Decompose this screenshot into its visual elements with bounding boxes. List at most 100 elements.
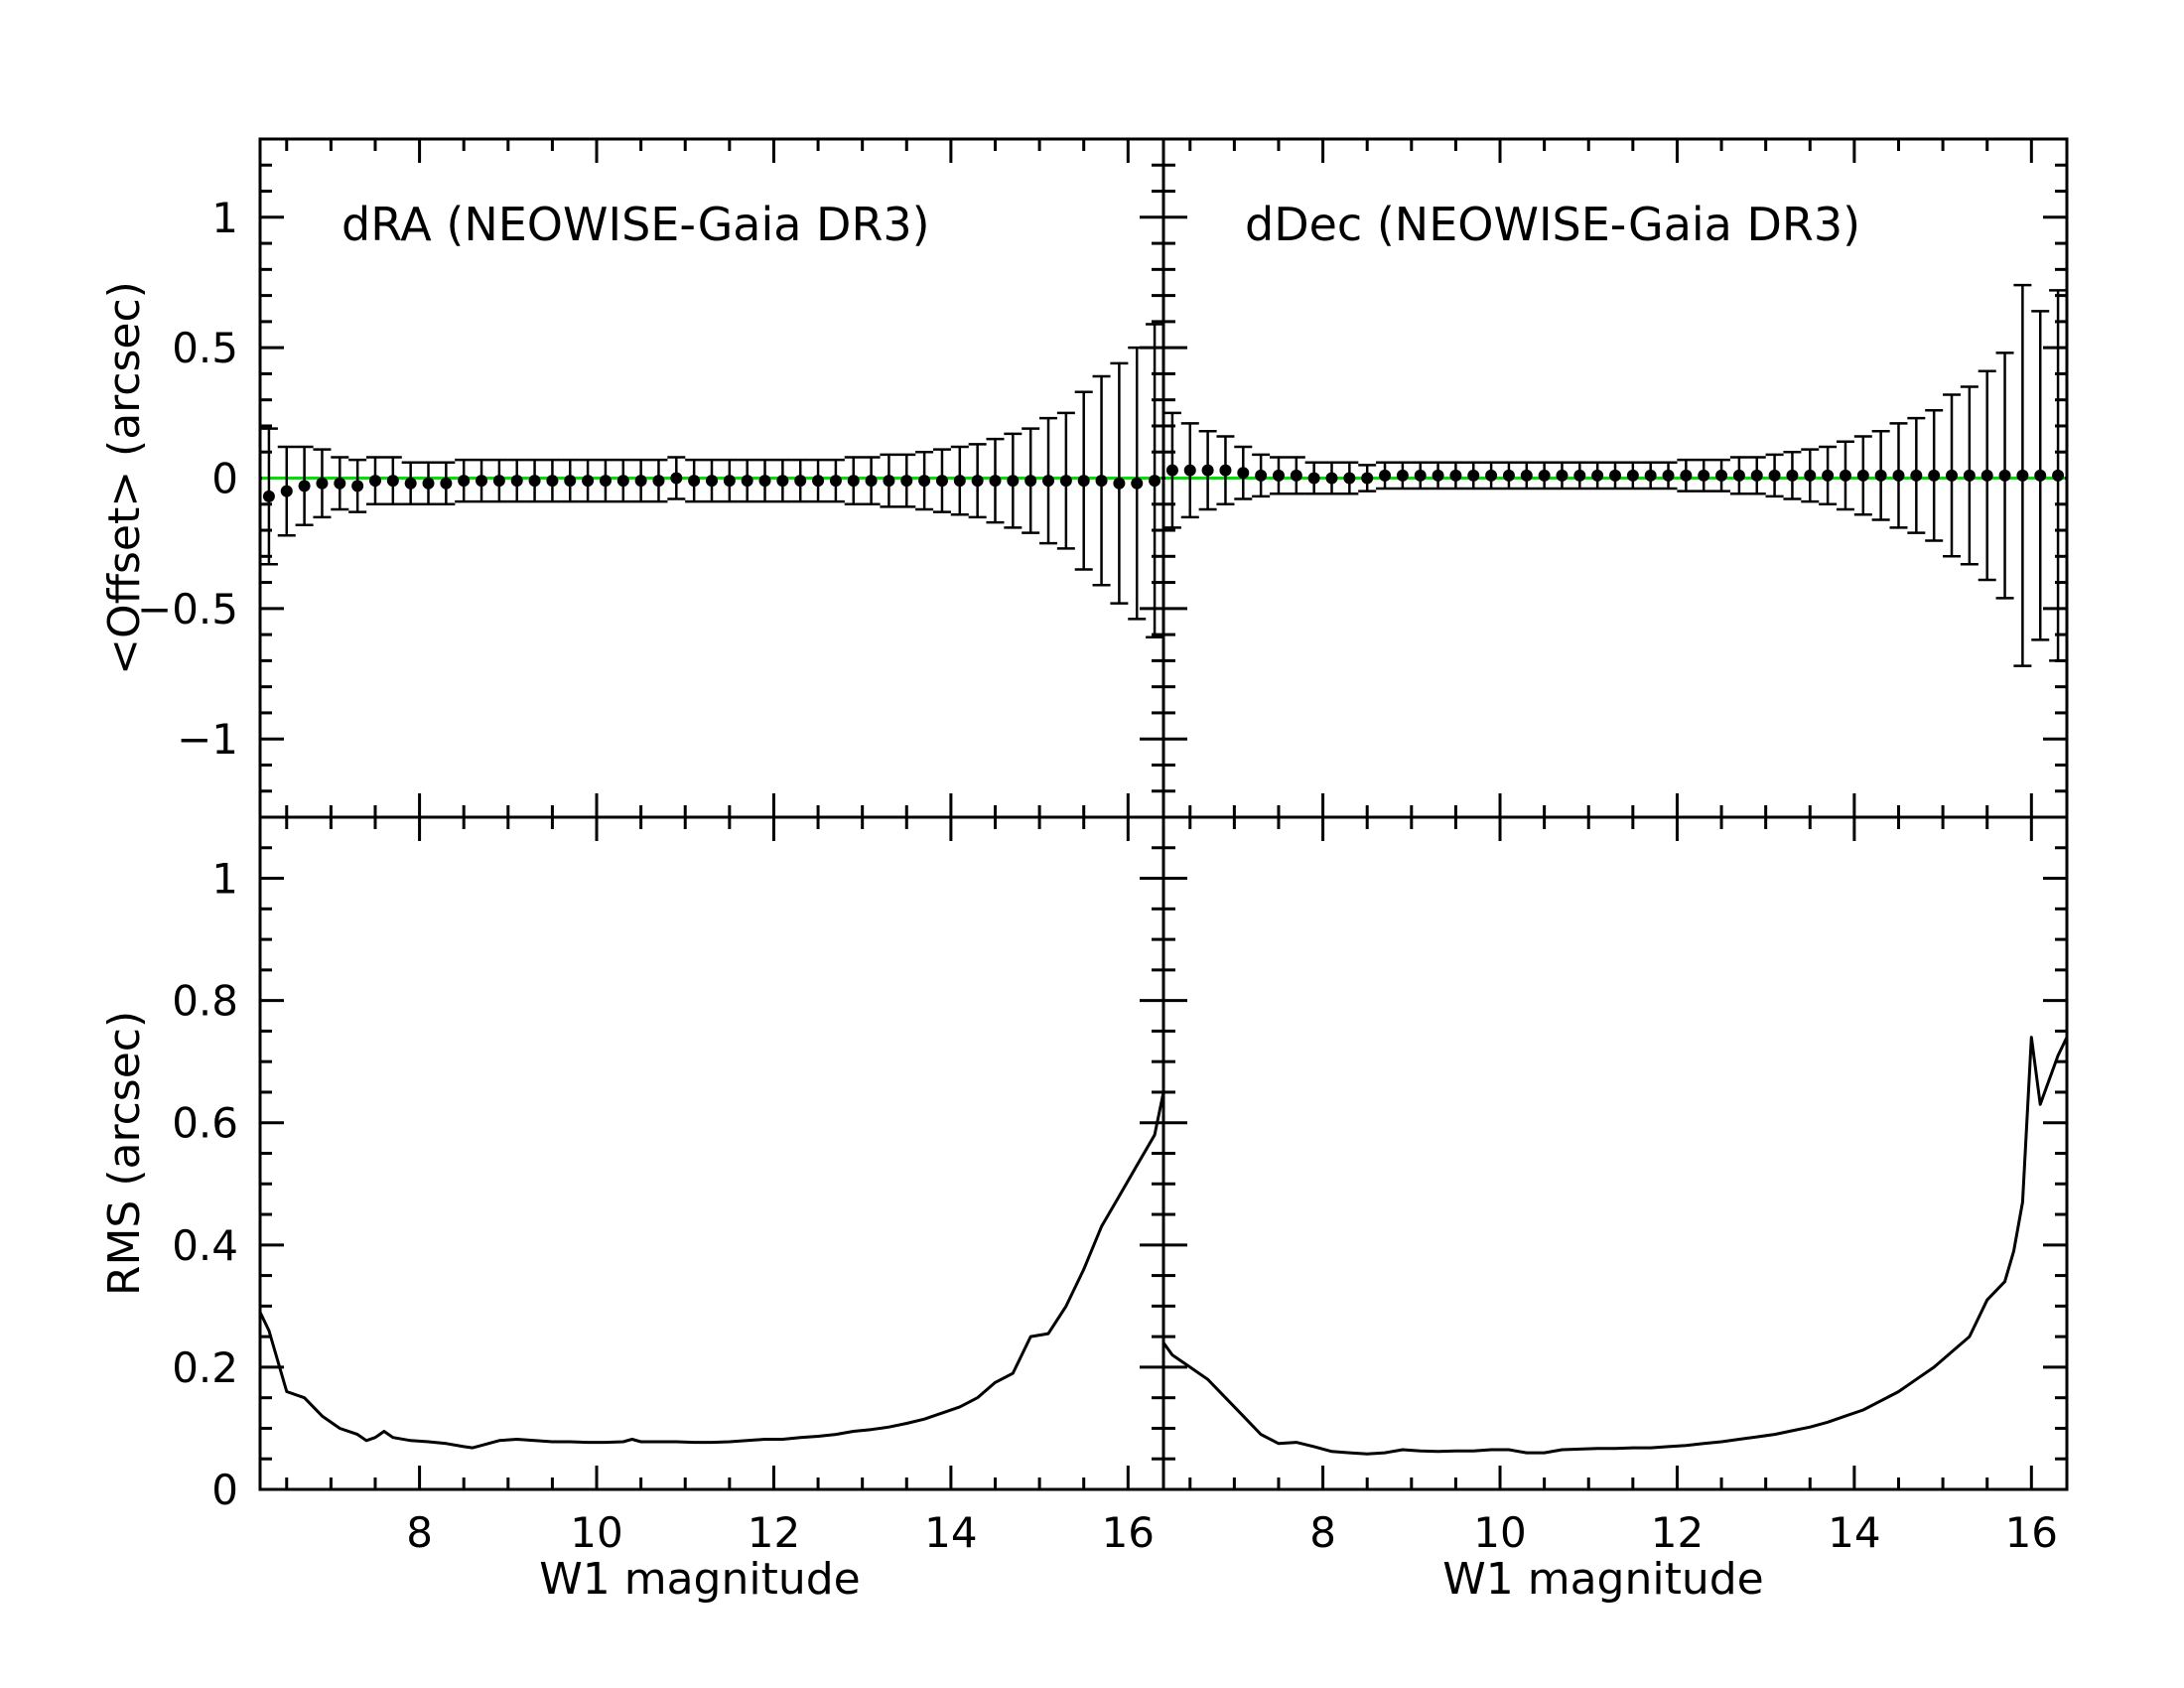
data-point [368, 475, 381, 488]
data-point [1520, 469, 1533, 482]
data-point [918, 475, 931, 488]
data-point [1024, 475, 1037, 488]
x-tick-label: 10 [570, 1508, 622, 1557]
data-point [599, 475, 612, 488]
data-point [758, 475, 771, 488]
data-point [1502, 469, 1515, 482]
data-point [1644, 469, 1657, 482]
data-point [1609, 469, 1621, 482]
panel-bottom-right: 8 10 12 14 16 W1 magnitude [1161, 815, 2069, 1605]
data-point [1432, 469, 1444, 482]
panel-title: dRA (NEOWISE-Gaia DR3) [341, 198, 930, 251]
data-point [1946, 469, 1959, 482]
panel-frame [258, 815, 1165, 1491]
y-tick-label: −1 [177, 715, 238, 764]
data-point [1307, 472, 1320, 485]
data-point [1732, 469, 1745, 482]
data-point [1165, 464, 1178, 477]
y-axis-label: RMS (arcsec) [99, 1011, 150, 1296]
data-point [1662, 469, 1675, 482]
data-point [1290, 469, 1302, 482]
y-tick-label: −0.5 [137, 585, 238, 633]
data-point [422, 477, 435, 490]
data-point [1361, 472, 1374, 485]
data-point [829, 475, 842, 488]
data-point [510, 475, 523, 488]
data-point [1449, 469, 1462, 482]
data-point [334, 477, 346, 490]
x-tick-label: 14 [1828, 1508, 1880, 1557]
data-point [1856, 469, 1869, 482]
data-point [989, 475, 1002, 488]
data-point [1980, 469, 1993, 482]
data-point [1255, 469, 1268, 482]
data-point [1804, 469, 1817, 482]
x-axis-label: W1 magnitude [1442, 1554, 1764, 1605]
data-point [1538, 469, 1551, 482]
y-tick-label: 0.4 [172, 1221, 238, 1270]
rms-curve [1161, 1036, 2069, 1456]
data-point [847, 475, 860, 488]
data-point [935, 475, 948, 488]
data-point [652, 475, 665, 488]
x-tick-label: 12 [1651, 1508, 1704, 1557]
data-point [1750, 469, 1763, 482]
panel-top-right: dDec (NEOWISE-Gaia DR3) [1161, 137, 2069, 819]
data-point [476, 475, 488, 488]
data-point [723, 475, 736, 488]
panel-top-left: 1 0.5 0 −0.5 −1 <Offset> (arcsec) dRA (NEOWISE… [99, 137, 1165, 819]
data-point [2034, 469, 2047, 482]
y-axis-label: <Offset> (arcsec) [99, 281, 150, 675]
data-point [794, 475, 807, 488]
x-tick-label: 16 [1102, 1508, 1155, 1557]
data-point [1892, 469, 1905, 482]
panel-bottom-left: 1 0.8 0.6 0.4 0.2 0 8 10 12 14 16 W1 magnitude RMS (… [99, 815, 1165, 1605]
data-point [316, 477, 329, 490]
data-point [2016, 469, 2029, 482]
data-point [564, 475, 577, 488]
data-point [492, 475, 505, 488]
data-point [280, 485, 293, 497]
data-point [1131, 477, 1144, 490]
data-point [298, 480, 311, 492]
data-point [546, 475, 559, 488]
data-point [883, 475, 895, 488]
data-point [1059, 475, 1072, 488]
data-point [582, 475, 595, 488]
data-point [953, 475, 966, 488]
data-point [1077, 475, 1090, 488]
data-point [776, 475, 789, 488]
panel-frame [1161, 815, 2069, 1491]
data-point [1113, 477, 1126, 490]
x-tick-label: 14 [924, 1508, 977, 1557]
x-tick-label: 8 [406, 1508, 433, 1557]
y-tick-label: 0 [211, 1466, 238, 1514]
data-point [1591, 469, 1604, 482]
data-point [1414, 469, 1427, 482]
data-point [1910, 469, 1923, 482]
data-point [1680, 469, 1693, 482]
data-point [1998, 469, 2011, 482]
data-point [1573, 469, 1586, 482]
y-tick-label: 0.8 [172, 977, 238, 1026]
y-tick-label: 0.5 [172, 324, 238, 372]
data-point [1396, 469, 1409, 482]
data-point [1343, 472, 1356, 485]
data-point [1201, 464, 1214, 477]
y-tick-label: 0 [211, 455, 238, 503]
data-point [1715, 469, 1728, 482]
data-point [670, 472, 683, 485]
data-point [741, 475, 753, 488]
data-point [1698, 469, 1710, 482]
data-point [1626, 469, 1639, 482]
data-point [1219, 464, 1232, 477]
data-point [2052, 469, 2065, 482]
data-point [1874, 469, 1887, 482]
data-point [1467, 469, 1480, 482]
data-point [1822, 469, 1835, 482]
y-tick-label: 1 [211, 855, 238, 904]
data-point [1379, 469, 1392, 482]
data-point [351, 480, 364, 492]
data-point [440, 477, 453, 490]
data-point [1768, 469, 1781, 482]
